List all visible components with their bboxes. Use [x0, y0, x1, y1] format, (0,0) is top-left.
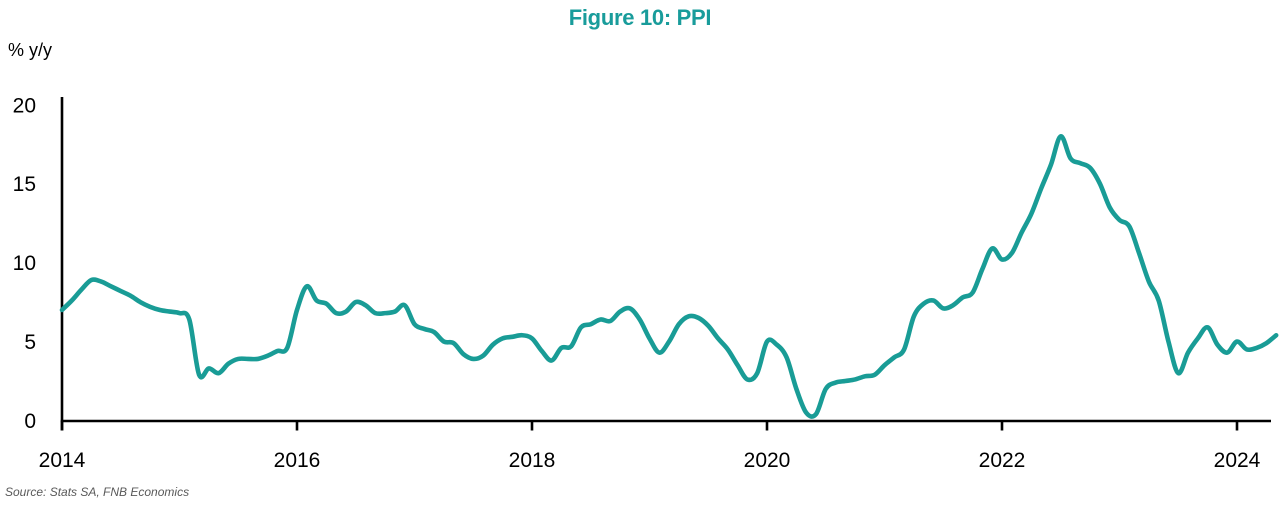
x-tick-label: 2020 — [744, 449, 791, 472]
y-tick-label: 0 — [24, 410, 36, 433]
x-tick-label: 2016 — [274, 449, 321, 472]
y-tick-label: 5 — [24, 331, 36, 354]
x-tick-label: 2024 — [1214, 449, 1261, 472]
x-tick-label: 2022 — [979, 449, 1026, 472]
source-note: Source: Stats SA, FNB Economics — [5, 485, 190, 499]
y-tick-label: 10 — [13, 252, 36, 275]
figure-title: Figure 10: PPI — [568, 5, 712, 30]
y-tick-label: 15 — [13, 173, 36, 196]
y-tick-label: 20 — [13, 94, 36, 117]
y-axis-unit-label: % y/y — [8, 40, 53, 60]
ppi-line-series — [59, 134, 1279, 419]
x-tick-label: 2018 — [509, 449, 556, 472]
x-tick-label: 2014 — [39, 449, 86, 472]
